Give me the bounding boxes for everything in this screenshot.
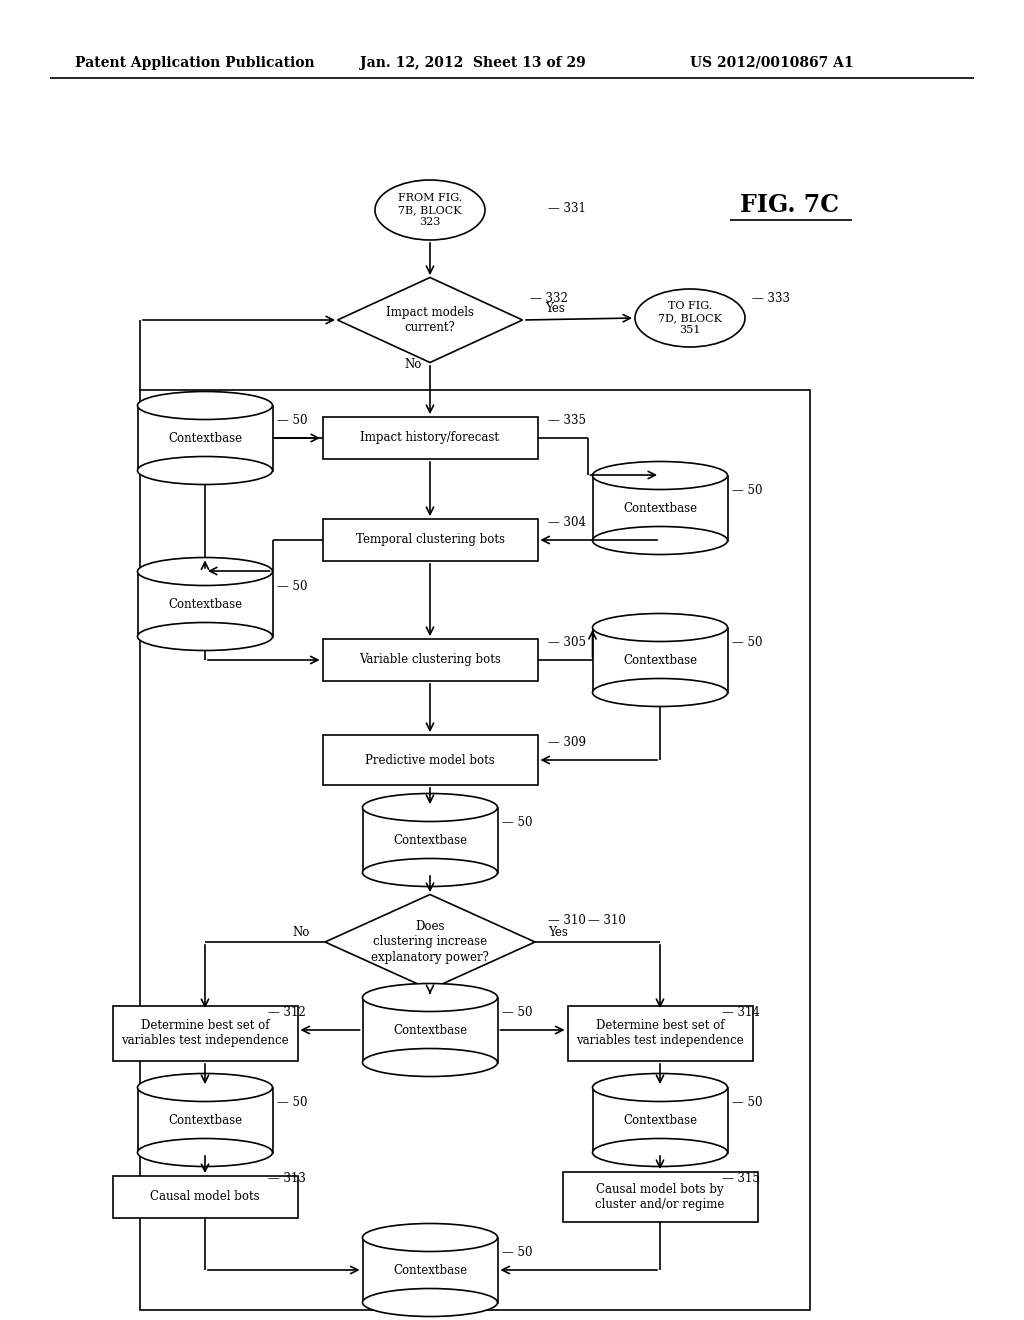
- Bar: [137, 405, 272, 470]
- Text: Causal model bots by
cluster and/or regime: Causal model bots by cluster and/or regi…: [595, 1183, 725, 1210]
- Bar: [362, 808, 498, 873]
- Text: — 50: — 50: [278, 1096, 307, 1109]
- Text: — 310: — 310: [548, 913, 586, 927]
- Ellipse shape: [593, 678, 727, 706]
- Bar: [593, 1088, 727, 1152]
- Ellipse shape: [593, 462, 727, 490]
- Text: — 312: — 312: [268, 1006, 306, 1019]
- Text: Variable clustering bots: Variable clustering bots: [359, 653, 501, 667]
- Text: Causal model bots: Causal model bots: [151, 1191, 260, 1204]
- Text: — 50: — 50: [502, 1006, 532, 1019]
- Text: FROM FIG.
7B, BLOCK
323: FROM FIG. 7B, BLOCK 323: [398, 194, 462, 227]
- Text: Impact history/forecast: Impact history/forecast: [360, 432, 500, 445]
- Ellipse shape: [137, 392, 272, 420]
- Text: Contextbase: Contextbase: [393, 833, 467, 846]
- Text: Predictive model bots: Predictive model bots: [366, 754, 495, 767]
- Ellipse shape: [593, 1138, 727, 1167]
- Bar: [323, 735, 538, 785]
- Text: — 310: — 310: [588, 913, 626, 927]
- Ellipse shape: [635, 289, 745, 347]
- Bar: [113, 1176, 298, 1218]
- Polygon shape: [325, 895, 535, 990]
- Text: Contextbase: Contextbase: [168, 598, 242, 610]
- Bar: [140, 389, 810, 1309]
- Text: — 50: — 50: [278, 579, 307, 593]
- Text: No: No: [293, 925, 310, 939]
- Text: Contextbase: Contextbase: [168, 432, 242, 445]
- Polygon shape: [338, 277, 522, 363]
- Ellipse shape: [593, 1073, 727, 1101]
- Ellipse shape: [362, 858, 498, 887]
- Text: — 50: — 50: [502, 816, 532, 829]
- Bar: [137, 572, 272, 636]
- Text: Jan. 12, 2012  Sheet 13 of 29: Jan. 12, 2012 Sheet 13 of 29: [360, 55, 586, 70]
- Text: — 50: — 50: [732, 635, 763, 648]
- Text: Determine best set of
variables test independence: Determine best set of variables test ind…: [121, 1019, 289, 1047]
- Bar: [593, 627, 727, 693]
- Text: — 314: — 314: [722, 1006, 760, 1019]
- Text: Yes: Yes: [548, 925, 568, 939]
- Text: — 50: — 50: [502, 1246, 532, 1258]
- Ellipse shape: [137, 1138, 272, 1167]
- Ellipse shape: [593, 527, 727, 554]
- Bar: [137, 1088, 272, 1152]
- Text: Yes: Yes: [545, 301, 565, 314]
- Text: Does
clustering increase
explanatory power?: Does clustering increase explanatory pow…: [371, 920, 488, 964]
- Ellipse shape: [137, 557, 272, 586]
- Text: Contextbase: Contextbase: [393, 1023, 467, 1036]
- Text: TO FIG.
7D, BLOCK
351: TO FIG. 7D, BLOCK 351: [658, 301, 722, 334]
- Ellipse shape: [362, 793, 498, 821]
- Text: Contextbase: Contextbase: [623, 653, 697, 667]
- Bar: [323, 639, 538, 681]
- Text: — 304: — 304: [548, 516, 586, 528]
- Ellipse shape: [137, 1073, 272, 1101]
- Text: Contextbase: Contextbase: [623, 1114, 697, 1126]
- Bar: [562, 1172, 758, 1222]
- Text: Patent Application Publication: Patent Application Publication: [75, 55, 314, 70]
- Text: Impact models
current?: Impact models current?: [386, 306, 474, 334]
- Text: Contextbase: Contextbase: [168, 1114, 242, 1126]
- Text: — 331: — 331: [548, 202, 586, 214]
- Text: FIG. 7C: FIG. 7C: [740, 193, 840, 216]
- Text: No: No: [404, 359, 422, 371]
- Text: Contextbase: Contextbase: [393, 1263, 467, 1276]
- Text: US 2012/0010867 A1: US 2012/0010867 A1: [690, 55, 854, 70]
- Ellipse shape: [362, 983, 498, 1011]
- Ellipse shape: [137, 457, 272, 484]
- Text: — 50: — 50: [732, 1096, 763, 1109]
- Text: — 50: — 50: [278, 413, 307, 426]
- Bar: [567, 1006, 753, 1060]
- Bar: [362, 998, 498, 1063]
- Text: — 332: — 332: [530, 292, 568, 305]
- Text: — 315: — 315: [722, 1172, 760, 1184]
- Bar: [593, 475, 727, 540]
- Text: Temporal clustering bots: Temporal clustering bots: [355, 533, 505, 546]
- Text: — 50: — 50: [732, 483, 763, 496]
- Text: — 305: — 305: [548, 635, 586, 648]
- Bar: [113, 1006, 298, 1060]
- Text: — 313: — 313: [268, 1172, 306, 1184]
- Ellipse shape: [375, 180, 485, 240]
- Text: — 335: — 335: [548, 413, 586, 426]
- Bar: [323, 519, 538, 561]
- Bar: [323, 417, 538, 459]
- Ellipse shape: [362, 1224, 498, 1251]
- Ellipse shape: [593, 614, 727, 642]
- Text: — 309: — 309: [548, 735, 586, 748]
- Ellipse shape: [137, 623, 272, 651]
- Text: Contextbase: Contextbase: [623, 502, 697, 515]
- Ellipse shape: [362, 1048, 498, 1077]
- Text: — 333: — 333: [752, 292, 790, 305]
- Ellipse shape: [362, 1288, 498, 1316]
- Bar: [362, 1238, 498, 1303]
- Text: Determine best set of
variables test independence: Determine best set of variables test ind…: [577, 1019, 743, 1047]
